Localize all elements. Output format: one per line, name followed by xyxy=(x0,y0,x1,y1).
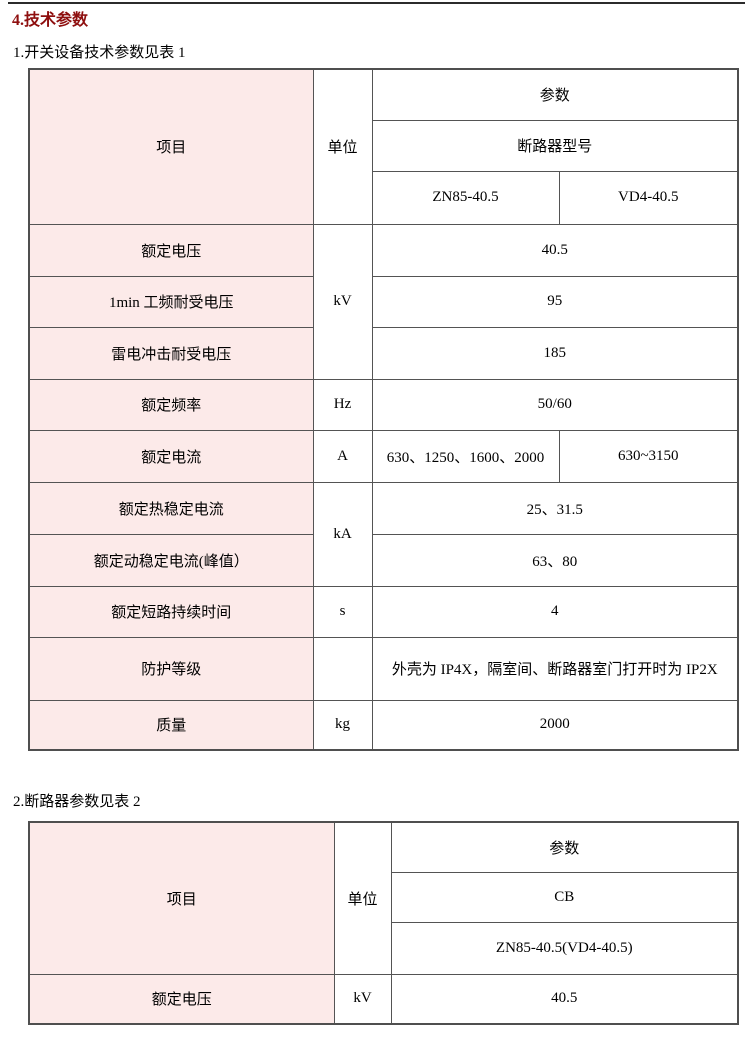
value-cell: 2000 xyxy=(371,699,739,751)
row-label-cell: 雷电冲击耐受电压 xyxy=(28,326,314,380)
row-label-cell: 1min 工频耐受电压 xyxy=(28,275,314,328)
row-label-cell: 额定电压 xyxy=(28,973,335,1025)
value-cell: 外壳为 IP4X，隔室间、断路器室门打开时为 IP2X xyxy=(371,636,739,701)
row-label-cell: 防护等级 xyxy=(28,636,314,701)
row-label-cell: 额定短路持续时间 xyxy=(28,585,314,638)
row-label-cell: 质量 xyxy=(28,699,314,751)
col-header-model-b: VD4-40.5 xyxy=(558,170,739,225)
value-cell: 50/60 xyxy=(371,378,739,431)
unit-cell: kg xyxy=(312,699,373,751)
unit-cell: A xyxy=(312,429,373,483)
top-rule xyxy=(8,2,745,4)
col-header-unit: 单位 xyxy=(312,68,373,225)
table-row: 额定电压 kV 40.5 xyxy=(28,973,739,1025)
table-row: 额定电压 kV 40.5 xyxy=(28,223,739,380)
table-row: 雷电冲击耐受电压 185 xyxy=(28,326,739,380)
table1-caption: 1.开关设备技术参数见表 1 xyxy=(13,45,186,61)
value-cell: 63、80 xyxy=(371,533,739,587)
unit-cell: Hz xyxy=(312,378,373,431)
table-row: 项目 单位 参数 xyxy=(28,821,739,975)
value-cell: 25、31.5 xyxy=(371,481,739,535)
col-header-item: 项目 xyxy=(28,821,335,975)
table-row: 断路器型号 xyxy=(29,119,739,172)
col-header-param: 参数 xyxy=(371,68,739,121)
row-label-cell: 额定频率 xyxy=(28,378,314,431)
col-header-breaker-model: 断路器型号 xyxy=(371,119,739,172)
table-row: 额定动稳定电流(峰值） 63、80 xyxy=(28,533,739,587)
value-cell: 185 xyxy=(371,326,739,380)
table-row: 质量 kg 2000 xyxy=(28,699,739,751)
row-label-cell: 额定电流 xyxy=(28,429,314,483)
table-row: 额定电流 A 630、1250、1600、2000 630~3150 xyxy=(28,429,739,483)
table-row: 额定热稳定电流 kA 25、31.5 xyxy=(28,481,739,587)
section-heading: 4.技术参数 xyxy=(12,12,89,29)
value-cell: 630~3150 xyxy=(558,429,739,483)
table-row: CB xyxy=(29,871,739,923)
unit-cell: kV xyxy=(333,973,392,1025)
value-cell: 95 xyxy=(371,275,739,328)
value-cell: 4 xyxy=(371,585,739,638)
value-cell: 630、1250、1600、2000 xyxy=(371,429,560,483)
table-row: ZN85-40.5 VD4-40.5 xyxy=(29,170,739,225)
col-header-item: 项目 xyxy=(28,68,314,225)
col-header-unit: 单位 xyxy=(333,821,392,975)
unit-cell: s xyxy=(312,585,373,638)
value-cell: 40.5 xyxy=(371,223,739,277)
col-header-param: 参数 xyxy=(390,821,739,873)
breaker-params-table: 项目 单位 参数 CB ZN85-40.5(VD4-40.5) 额定电压 kV … xyxy=(28,821,739,1025)
table-row: 额定短路持续时间 s 4 xyxy=(28,585,739,638)
value-cell: 40.5 xyxy=(390,973,739,1025)
switchgear-params-table: 项目 单位 参数 断路器型号 ZN85-40.5 VD4-40.5 额定电压 k… xyxy=(28,68,740,751)
table2-caption: 2.断路器参数见表 2 xyxy=(13,794,141,810)
table-row: 防护等级 外壳为 IP4X，隔室间、断路器室门打开时为 IP2X xyxy=(28,636,739,701)
table-row: ZN85-40.5(VD4-40.5) xyxy=(29,921,739,975)
unit-cell: kV xyxy=(312,223,373,380)
unit-cell xyxy=(312,636,373,701)
col-header-model-a: ZN85-40.5 xyxy=(371,170,560,225)
table-row: 额定频率 Hz 50/60 xyxy=(28,378,739,431)
col-header-model: ZN85-40.5(VD4-40.5) xyxy=(390,921,739,975)
col-header-cb: CB xyxy=(390,871,739,923)
table-row: 项目 单位 参数 xyxy=(28,68,739,225)
unit-cell: kA xyxy=(312,481,373,587)
row-label-cell: 额定动稳定电流(峰值） xyxy=(28,533,314,587)
row-label-cell: 额定电压 xyxy=(28,223,314,277)
table-row: 1min 工频耐受电压 95 xyxy=(28,275,739,328)
row-label-cell: 额定热稳定电流 xyxy=(28,481,314,535)
